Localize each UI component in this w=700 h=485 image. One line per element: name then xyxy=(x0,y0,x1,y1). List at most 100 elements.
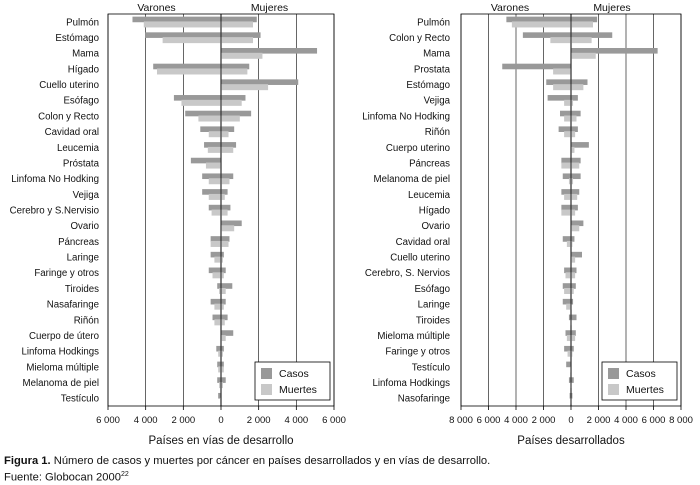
bar-muertes-left xyxy=(553,68,571,75)
bar-casos-left xyxy=(502,63,571,70)
bar-casos-right xyxy=(571,48,658,54)
bar-muertes-right xyxy=(221,319,225,326)
bar-muertes-right xyxy=(221,52,263,59)
bar-muertes-right xyxy=(571,146,575,153)
bar-casos-left xyxy=(212,314,221,321)
bar-casos-left xyxy=(569,392,571,399)
bar-casos-left xyxy=(204,142,221,148)
bar-casos-right xyxy=(221,173,234,180)
bar-muertes-right xyxy=(571,52,596,59)
bar-casos-left xyxy=(561,189,571,195)
bar-casos-right xyxy=(221,377,226,383)
bar-muertes-right xyxy=(571,21,593,28)
bar-casos-left xyxy=(145,32,221,38)
bar-muertes-left xyxy=(207,146,221,153)
category-label: Nasafaringe xyxy=(47,300,99,311)
chart-developing-countries: 6 000 4 000 2 000 0 2 000 4 000 6 000 Varones Mu… xyxy=(10,2,346,447)
bar-casos-left xyxy=(173,95,221,101)
x-tick-label: 8 000 xyxy=(669,415,693,426)
bar-muertes-right xyxy=(571,240,573,247)
category-label: Cuerpo uterino xyxy=(386,143,450,154)
bar-muertes-right xyxy=(221,99,242,106)
bar-muertes-right xyxy=(571,115,577,122)
bar-muertes-left xyxy=(218,350,221,357)
bar-casos-right xyxy=(571,173,581,180)
bar-muertes-right xyxy=(571,99,574,106)
bar-muertes-left xyxy=(218,366,221,373)
bar-casos-right xyxy=(571,377,574,383)
x-tick-label: 2 000 xyxy=(171,415,195,426)
source-line: Fuente: Globocan 200022 xyxy=(4,468,490,485)
bar-casos-right xyxy=(571,220,584,227)
category-label: Estómago xyxy=(406,80,450,91)
bar-muertes-left xyxy=(143,21,221,28)
legend-label-muertes: Muertes xyxy=(279,384,317,396)
source-reference: 22 xyxy=(120,471,129,478)
bar-casos-right xyxy=(571,345,574,352)
category-label: Linfoma No Hodking xyxy=(11,174,99,185)
bar-muertes-right xyxy=(571,84,584,91)
bar-muertes-left xyxy=(214,256,221,263)
category-label: Hígado xyxy=(68,64,99,75)
bar-casos-right xyxy=(571,95,578,101)
bar-muertes-right xyxy=(221,37,254,44)
bar-muertes-right xyxy=(571,350,573,357)
bar-muertes-left xyxy=(566,240,571,247)
category-label: Pulmón xyxy=(66,17,99,28)
bar-casos-left xyxy=(210,251,221,258)
bar-casos-left xyxy=(208,204,221,211)
bar-muertes-left xyxy=(219,382,221,389)
bar-casos-right xyxy=(571,110,581,117)
bar-muertes-right xyxy=(571,335,576,342)
category-label: Ovario xyxy=(70,221,99,232)
category-label: Prostata xyxy=(414,64,451,75)
bar-muertes-right xyxy=(221,335,226,342)
bar-casos-left xyxy=(565,330,571,336)
figure-caption: Figura 1. Número de casos y muertes por … xyxy=(4,455,490,485)
bar-casos-left xyxy=(562,298,571,305)
bar-muertes-left xyxy=(181,99,221,106)
caption-label: Figura 1. xyxy=(4,455,51,467)
bar-muertes-left xyxy=(210,240,221,247)
bar-muertes-left xyxy=(162,37,221,44)
bar-casos-left xyxy=(185,110,221,117)
category-label: Cavidad oral xyxy=(396,237,450,248)
category-label: Hígado xyxy=(419,206,450,217)
bar-muertes-left xyxy=(219,288,221,294)
category-label: Testículo xyxy=(412,362,450,373)
bar-casos-right xyxy=(221,220,242,227)
bar-muertes-right xyxy=(571,256,576,263)
bar-muertes-left xyxy=(566,303,571,310)
bar-muertes-left xyxy=(205,162,221,169)
bar-casos-left xyxy=(216,345,221,352)
bar-casos-left xyxy=(210,236,221,242)
category-label: Ovario xyxy=(421,221,450,232)
bar-muertes-right xyxy=(221,115,240,122)
bar-casos-right xyxy=(221,298,226,305)
legend-swatch-casos xyxy=(608,368,619,379)
bar-casos-right xyxy=(221,110,252,117)
bar-casos-left xyxy=(558,126,571,132)
bar-casos-right xyxy=(571,251,582,258)
bar-muertes-left xyxy=(156,68,221,75)
category-label: Laringe xyxy=(418,300,450,311)
bar-casos-right xyxy=(571,267,577,274)
bar-muertes-right xyxy=(571,225,580,232)
bar-casos-right xyxy=(221,267,226,274)
category-label: Esófago xyxy=(414,284,450,295)
category-label: Pulmón xyxy=(417,17,450,28)
category-label: Riñón xyxy=(74,315,99,326)
left-group-label: Varones xyxy=(137,2,175,14)
bar-muertes-left xyxy=(564,131,571,138)
bar-muertes-right xyxy=(221,225,235,232)
bar-muertes-left xyxy=(212,272,221,279)
category-label: Nasofaringe xyxy=(398,394,450,405)
category-label: Estómago xyxy=(55,33,99,44)
category-label: Próstata xyxy=(63,158,100,169)
category-label: Esófago xyxy=(63,96,99,107)
x-axis-title: Países desarrollados xyxy=(517,435,625,447)
bar-casos-right xyxy=(571,142,589,148)
bar-casos-right xyxy=(221,95,246,101)
bar-casos-right xyxy=(571,236,575,242)
bar-casos-left xyxy=(217,361,221,368)
